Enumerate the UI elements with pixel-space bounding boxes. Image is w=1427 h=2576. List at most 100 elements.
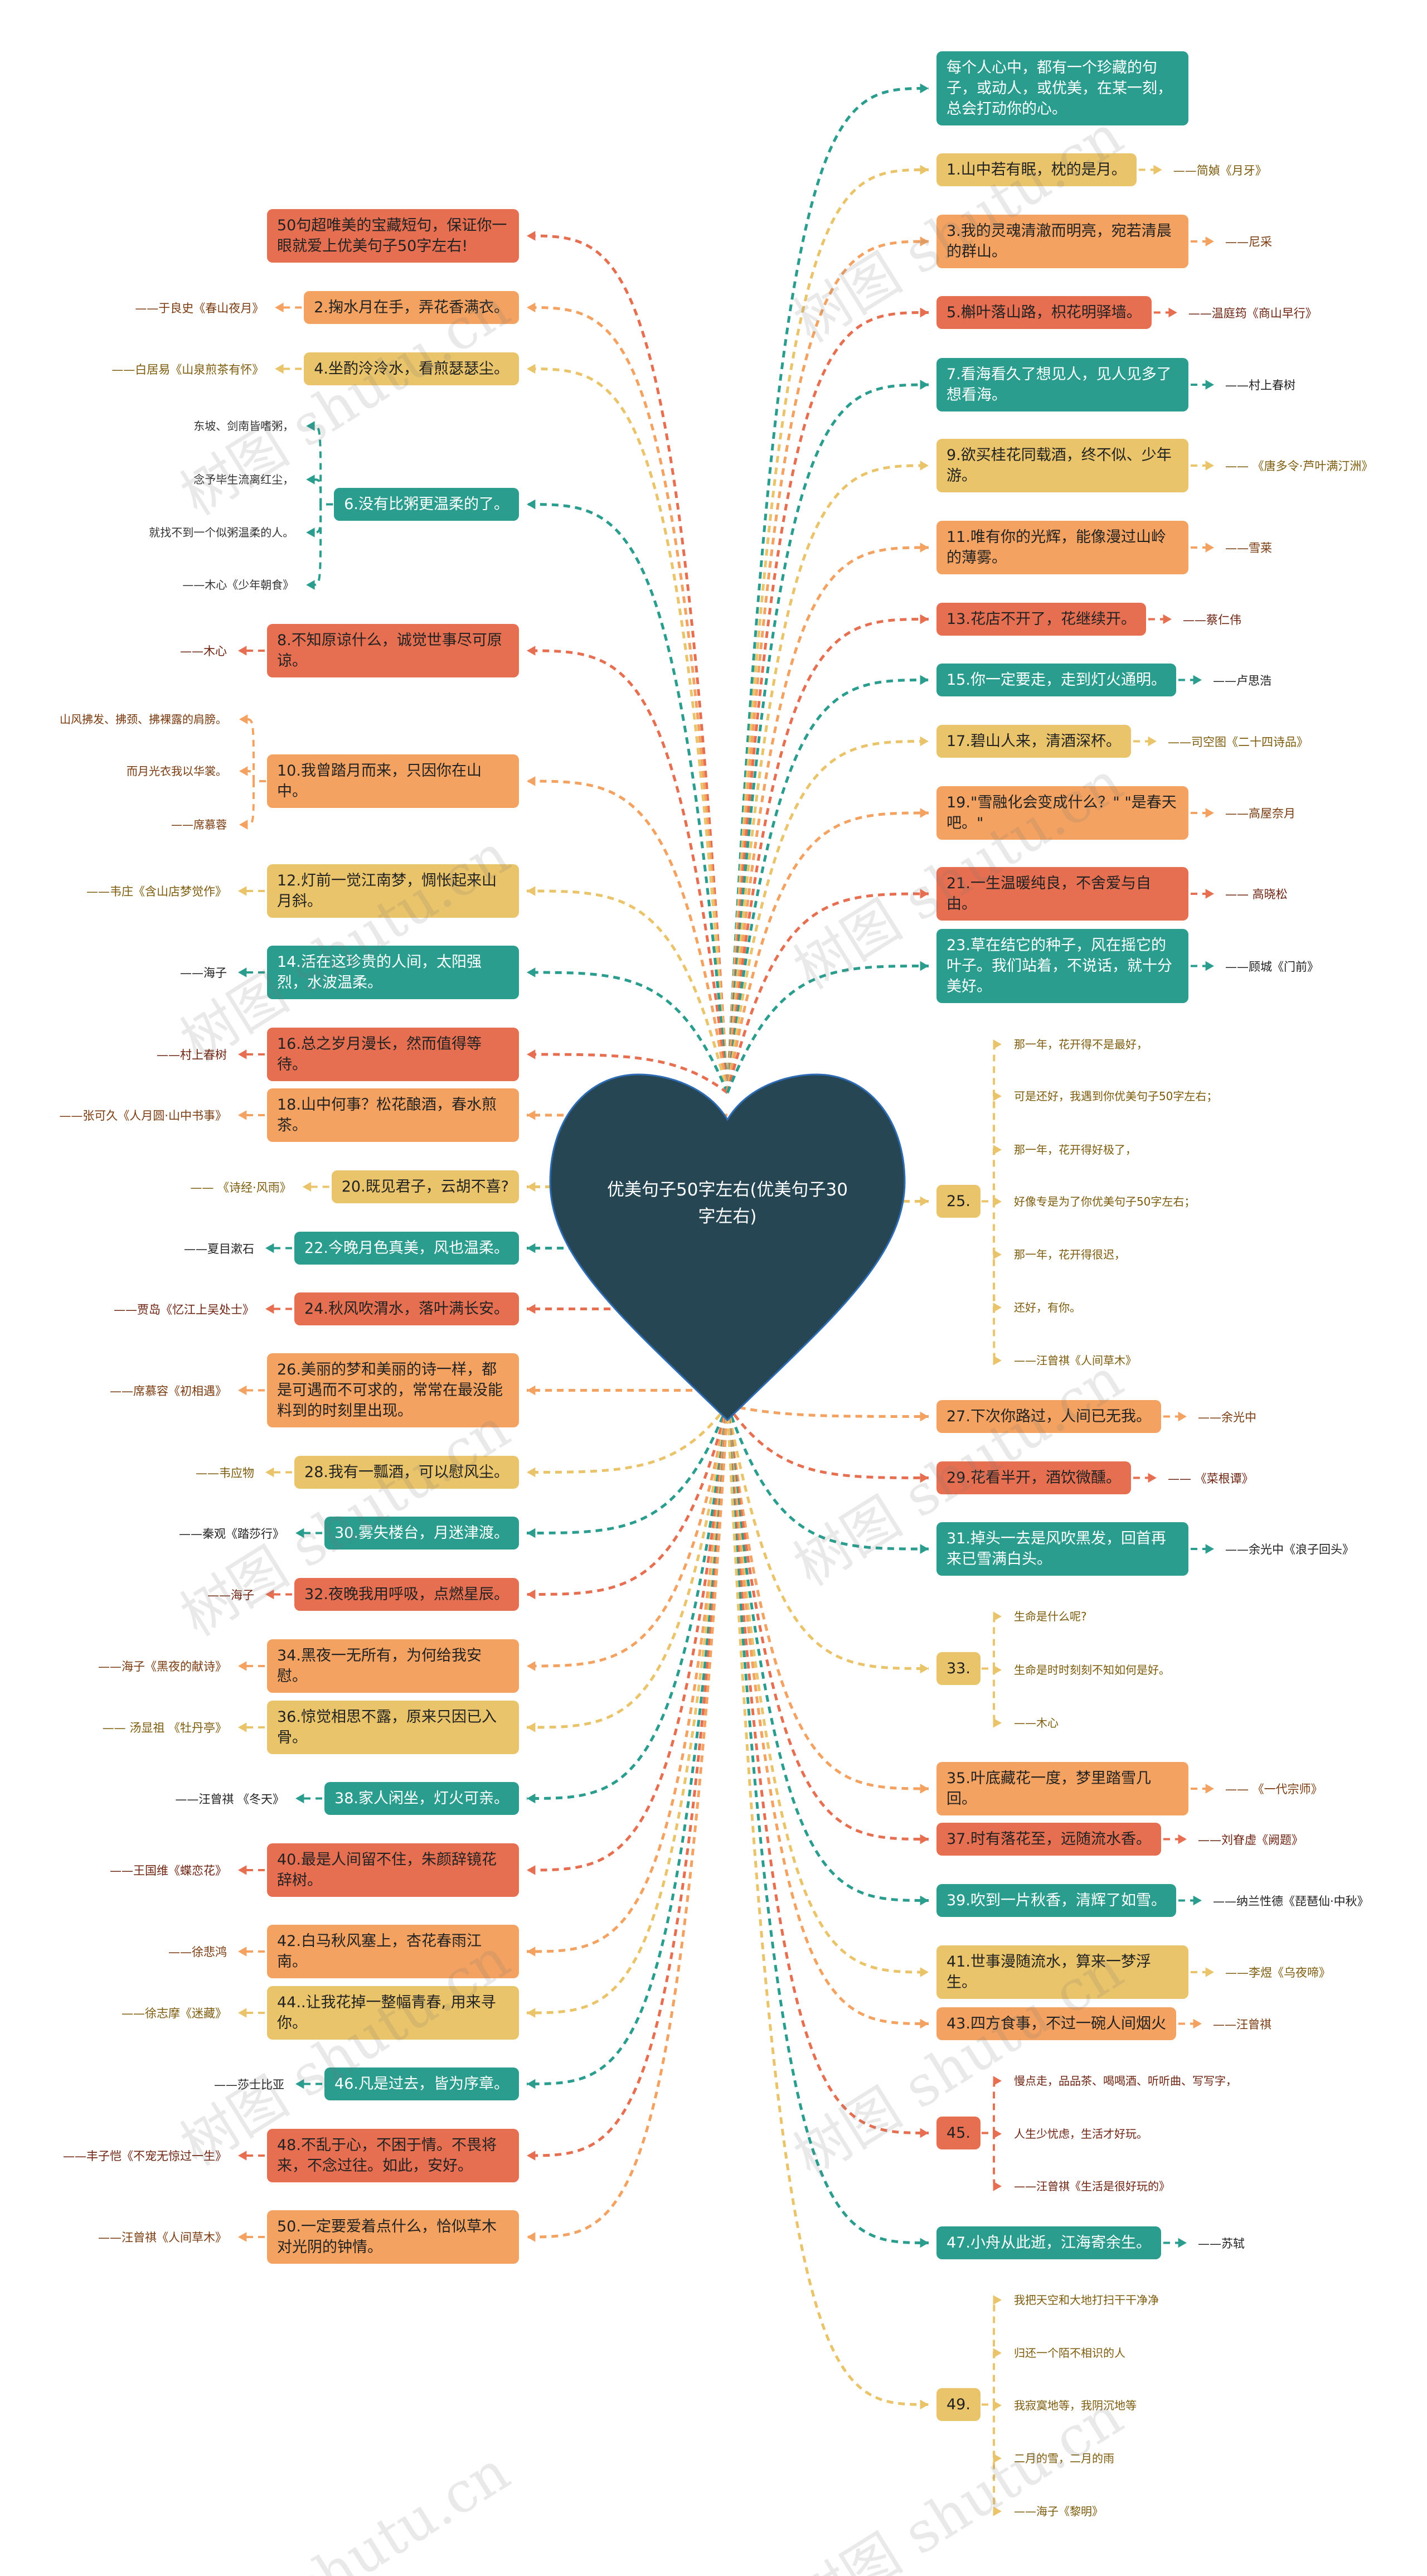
main-connector [526,234,729,1093]
branch-right-24: 47.小舟从此逝，江海寄余生。 ——苏轼 [936,2226,1245,2259]
sub-item: 还好，有你。 [1013,1301,1081,1314]
sentence-node[interactable]: 49. [936,2388,981,2421]
author-label: —— 高晓松 [1225,888,1288,901]
author-label: ——尼采 [1225,235,1272,249]
sentence-node[interactable]: 5.槲叶落山路，枳花明驿墙。 [936,296,1152,329]
sentence-node[interactable]: 16.总之岁月漫长，然而值得等待。 [267,1028,519,1081]
sentence-node[interactable]: 32.夜晚我用呼吸，点燃星辰。 [294,1578,519,1611]
arrow-head-icon [306,580,315,590]
sentence-node[interactable]: 42.白马秋风塞上，杏花春雨江南。 [267,1925,519,1978]
sentence-node[interactable]: 13.花店不开了，花继续开。 [936,603,1146,636]
author-label: ——蔡仁伟 [1182,613,1241,627]
main-connector [526,367,729,1093]
sentence-node[interactable]: 47.小舟从此逝，江海寄余生。 [936,2226,1161,2259]
branch-right-1: 1.山中若有眠，枕的是月。 ——简媜《月牙》 [936,153,1267,186]
sentence-node[interactable]: 2.掬水月在手，弄花香满衣。 [304,291,519,324]
sentence-node[interactable]: 27.下次你路过，人间已无我。 [936,1400,1161,1433]
sentence-node[interactable]: 11.唯有你的光辉，能像漫过山岭的薄雾。 [936,521,1188,574]
sentence-node[interactable]: 50句超唯美的宝藏短句，保证你一眼就爱上优美句子50字左右! [267,209,519,263]
arrow-head-icon [527,302,536,313]
arrow-head-icon [1205,1967,1214,1977]
sentence-node[interactable]: 每个人心中，都有一个珍藏的句子，或动人，或优美，在某一刻，总会打动你的心。 [936,51,1188,125]
sentence-node[interactable]: 37.时有落花至，远随流水香。 [936,1823,1161,1856]
branch-left-21: ——徐悲鸿 42.白马秋风塞上，杏花春雨江南。 [168,1925,519,1978]
sentence-node[interactable]: 36.惊觉相思不露，原来只因已入骨。 [267,1701,519,1754]
sentence-node[interactable]: 9.欲买桂花同载酒，终不似、少年游。 [936,439,1188,492]
arrow-head-icon [920,236,929,246]
sub-item: 好像专是为了你优美句子50字左右； [1013,1195,1196,1208]
author-label: ——韦庄《含山店梦觉作》 [86,885,227,898]
sentence-node[interactable]: 8.不知原谅什么，诚觉世事尽可原谅。 [267,624,519,677]
sentence-node[interactable]: 6.没有比粥更温柔的了。 [334,488,519,521]
sentence-node[interactable]: 7.看海看久了想见人，见人见多了想看海。 [936,358,1188,411]
arrow-head-icon [1148,736,1157,747]
main-connector [526,1405,729,2239]
sentence-node[interactable]: 10.我曾踏月而来，只因你在山中。 [267,754,519,808]
sentence-node[interactable]: 14.活在这珍贵的人间，太阳强烈，水波温柔。 [267,946,519,999]
arrow-head-icon [239,766,248,776]
arrow-head-icon [238,967,247,977]
sentence-node[interactable]: 19."雪融化会变成什么？" "是春天吧。" [936,786,1188,840]
sentence-node[interactable]: 31.掉头一去是风吹黑发，回首再来已雪满白头。 [936,1522,1188,1576]
sentence-node[interactable]: 17.碧山人来，清酒深杯。 [936,725,1131,758]
main-connector [526,1405,729,1953]
sentence-node[interactable]: 21.一生温暖纯良，不舍爱与自由。 [936,867,1188,921]
branch-left-15: ——秦观《踏莎行》 30.雾失楼台，月迷津渡。 [179,1517,519,1550]
sentence-node[interactable]: 35.叶底藏花一度，梦里踏雪几回。 [936,1762,1188,1815]
branch-right-7: 13.花店不开了，花继续开。 ——蔡仁伟 [936,603,1241,636]
sentence-node[interactable]: 38.家人闲坐，灯火可亲。 [324,1782,519,1815]
main-connector [526,1053,729,1094]
sentence-node[interactable]: 3.我的灵魂清澈而明亮，宛若清晨的群山。 [936,215,1188,268]
sentence-node[interactable]: 29.花看半开，酒饮微醺。 [936,1461,1131,1494]
branch-right-10: 19."雪融化会变成什么？" "是春天吧。" ——高屋奈月 [936,786,1295,840]
sentence-node[interactable]: 34.黑夜一无所有，为何给我安慰。 [267,1639,519,1693]
central-heart-node[interactable] [549,1073,906,1422]
central-topic-title[interactable]: 优美句子50字左右(优美句子30字左右) [607,1180,848,1227]
arrow-head-icon [238,1865,247,1875]
sentence-node[interactable]: 22.今晚月色真美，风也温柔。 [294,1232,519,1265]
sentence-node[interactable]: 44..让我花掉一整幅青春, 用来寻你。 [267,1986,519,2040]
main-connector [726,464,929,1093]
sentence-node[interactable]: 33. [936,1652,981,1685]
sentence-node[interactable]: 43.四方食事，不过一碗人间烟火 [936,2007,1176,2040]
sub-item: 而月光衣我以华裳。 [127,764,227,778]
sentence-node[interactable]: 26.美丽的梦和美丽的诗一样，都是可遇而不可求的，常常在最没能料到的时刻里出现。 [267,1353,519,1427]
sentence-node[interactable]: 40.最是人间留不住，朱颜辞镜花辞树。 [267,1843,519,1897]
sentence-node[interactable]: 23.草在结它的种子，风在摇它的叶子。我们站着，不说话，就十分美好。 [936,929,1188,1003]
sentence-node[interactable]: 41.世事漫随流水，算来一梦浮生。 [936,1945,1188,1999]
author-label: ——刘眘虚《阙题》 [1197,1833,1303,1847]
arrow-head-icon [527,2232,536,2242]
sentence-node[interactable]: 28.我有一瓢酒，可以慰风尘。 [294,1456,519,1489]
main-connector [726,87,929,1093]
sentence-node[interactable]: 46.凡是过去，皆为序章。 [324,2067,519,2100]
author-label: ——海子 [180,966,227,980]
sentence-node[interactable]: 24.秋风吹渭水，落叶满长安。 [294,1292,519,1325]
author-label: ——秦观《踏莎行》 [179,1527,285,1541]
branch-left-24: ——丰子恺《不宠无惊过一生》 48.不乱于心，不困于情。不畏将来，不念过往。如此，… [63,2129,519,2182]
sentence-node[interactable]: 18.山中何事？松花酿酒，春水煎茶。 [267,1088,519,1142]
sentence-node[interactable]: 12.灯前一觉江南梦，惆怅起来山月斜。 [267,864,519,918]
sub-item: 生命是什么呢? [1013,1610,1087,1623]
branch-left-2: ——白居易《山泉煎茶有怀》 4.坐酌泠泠水，看煎瑟瑟尘。 [111,352,519,385]
sentence-node[interactable]: 39.吹到一片秋香，清辉了如雪。 [936,1884,1176,1917]
sentence-node[interactable]: 48.不乱于心，不困于情。不畏将来，不念过往。如此，安好。 [267,2129,519,2182]
sentence-node[interactable]: 4.坐酌泠泠水，看煎瑟瑟尘。 [304,352,519,385]
arrow-head-icon [527,886,536,896]
branch-right-0: 每个人心中，都有一个珍藏的句子，或动人，或优美，在某一刻，总会打动你的心。 [936,51,1188,125]
sentence-node[interactable]: 20.既见君子，云胡不喜? [331,1170,519,1203]
arrow-head-icon [238,646,247,656]
arrow-head-icon [920,614,929,624]
sentence-node[interactable]: 30.雾失楼台，月迷津渡。 [324,1517,519,1550]
sentence-node[interactable]: 45. [936,2117,981,2149]
author-label: ——徐志摩《迷藏》 [122,2007,227,2020]
sentence-node[interactable]: 25. [936,1185,981,1218]
sentence-node[interactable]: 1.山中若有眠，枕的是月。 [936,153,1137,186]
arrow-head-icon [993,2076,1002,2086]
author-label: ——王国维《蝶恋花》 [110,1864,227,1877]
sentence-node[interactable]: 15.你一定要走，走到灯火通明。 [936,664,1176,696]
sentence-node[interactable]: 50.一定要爱着点什么，恰似草木对光阴的钟情。 [267,2210,519,2264]
author-label: ——村上春树 [1225,379,1295,392]
arrow-head-icon [993,2129,1002,2139]
arrow-head-icon [1193,1895,1202,1906]
author-label: ——高屋奈月 [1225,807,1295,820]
